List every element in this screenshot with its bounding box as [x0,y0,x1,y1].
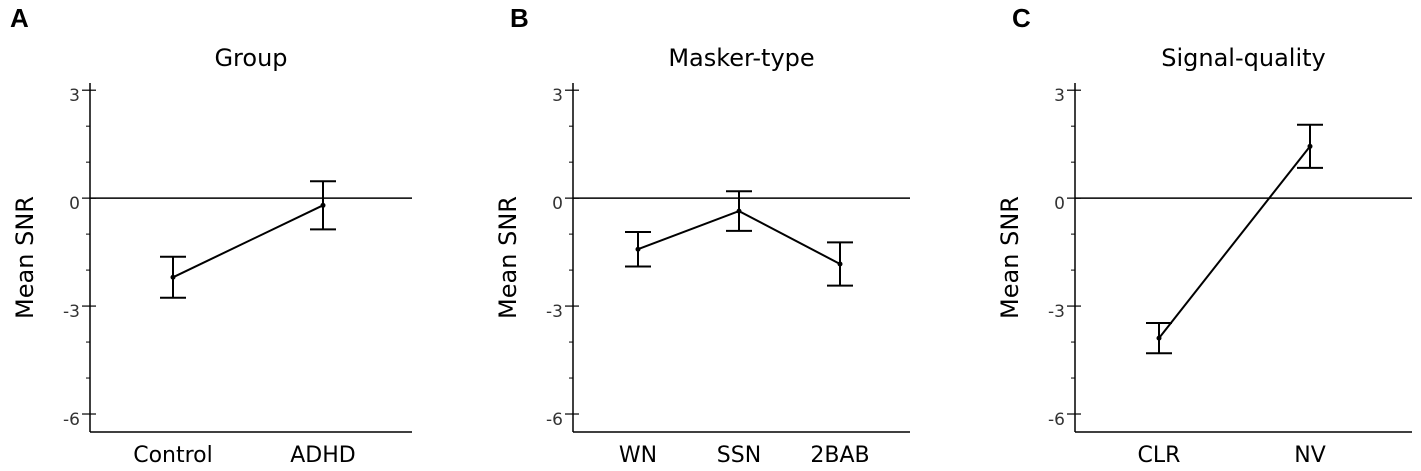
y-axis-label: Mean SNR [494,196,522,319]
y-tick-label: -3 [1048,302,1065,322]
y-tick-label: 0 [69,194,80,214]
y-tick-label: 3 [552,86,563,106]
chart-title: Group [214,44,287,72]
panel-letter: B [510,3,529,33]
y-tick-label: 0 [552,194,563,214]
mean-point [1307,143,1313,149]
panel-letter: A [10,3,29,33]
y-tick-label: -3 [63,302,80,322]
mean-line [172,204,324,279]
y-tick-label: -3 [546,302,563,322]
y-tick-label: 3 [1054,86,1065,106]
x-tick-label: ADHD [290,443,355,468]
mean-point [320,202,326,208]
mean-point [170,274,176,280]
y-tick-label: -6 [546,410,563,430]
panel-letter: C [1012,3,1031,33]
mean-point [736,208,742,214]
x-tick-label: SSN [717,443,761,468]
y-tick-label: 0 [1054,194,1065,214]
chart-title: Masker-type [668,44,814,72]
x-tick-label: WN [619,443,657,468]
chart-title: Signal-quality [1161,44,1325,72]
x-tick-label: NV [1294,443,1326,468]
mean-point [635,246,641,252]
y-tick-label: -6 [1048,410,1065,430]
y-axis-label: Mean SNR [11,196,39,319]
x-tick-label: 2BAB [810,443,869,468]
mean-point [837,261,843,267]
x-tick-label: CLR [1138,443,1181,468]
mean-point [1156,335,1162,341]
y-tick-label: -6 [63,410,80,430]
x-tick-label: Control [133,443,213,468]
mean-line [1158,145,1311,339]
y-tick-label: 3 [69,86,80,106]
y-axis-label: Mean SNR [996,196,1024,319]
